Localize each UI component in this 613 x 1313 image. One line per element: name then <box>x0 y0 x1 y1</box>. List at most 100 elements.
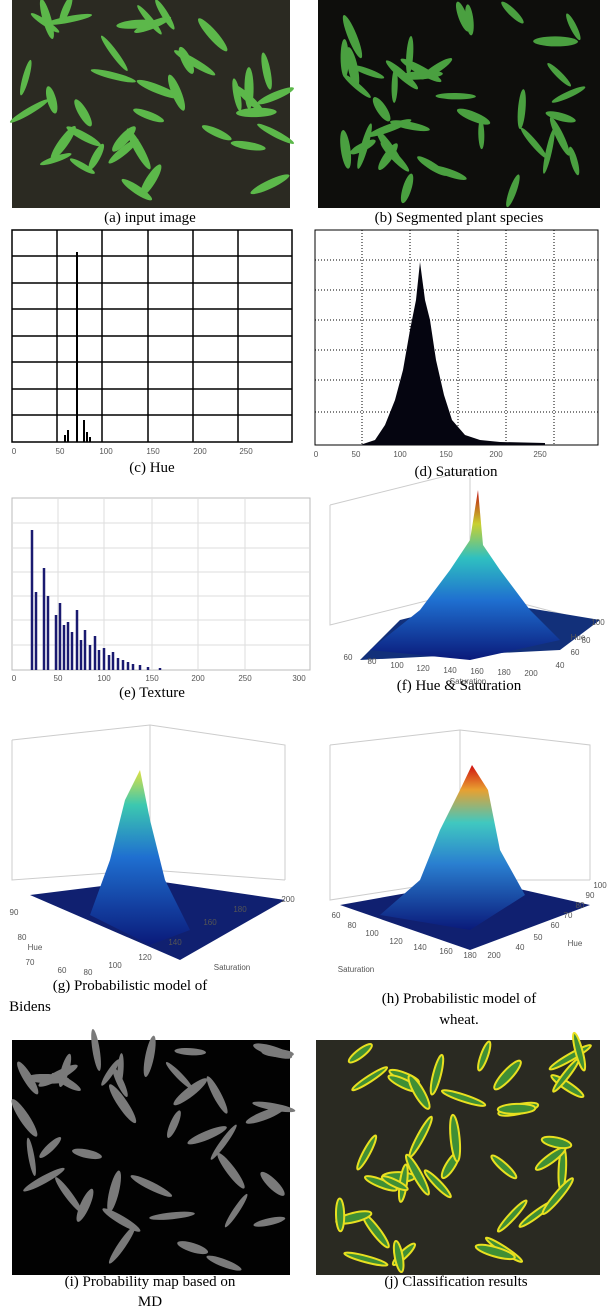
tick-label: 70 <box>26 958 35 967</box>
tick-label: 50 <box>352 450 361 459</box>
tick-label: 50 <box>56 447 65 456</box>
tick-label: 60 <box>571 648 580 657</box>
tick-label: 100 <box>390 661 404 670</box>
caption: (i) Probability map based on <box>65 1274 236 1290</box>
tick-label: 140 <box>168 938 182 947</box>
tick-label: 140 <box>443 666 457 675</box>
leaf <box>173 1078 208 1106</box>
tick-label: 40 <box>556 661 565 670</box>
leaf <box>143 1035 156 1077</box>
tick-label: 250 <box>239 447 253 456</box>
leaf <box>30 13 60 33</box>
surface-g <box>11 724 286 960</box>
leaf <box>423 1169 452 1199</box>
caption: Bidens <box>9 999 51 1015</box>
tick-label: 120 <box>138 953 152 962</box>
leaf <box>197 18 228 52</box>
caption: (b) Segmented plant species <box>375 210 544 226</box>
leaf <box>39 153 72 166</box>
leaf <box>100 35 128 71</box>
leaf <box>260 1171 285 1196</box>
leaf <box>342 15 363 59</box>
leaf <box>155 0 175 30</box>
leaf <box>50 125 76 160</box>
leaf <box>166 1110 181 1138</box>
caption: (d) Saturation <box>415 464 498 480</box>
leaf <box>400 173 414 204</box>
leaf <box>206 1255 242 1271</box>
leaf <box>474 1243 516 1261</box>
leaf <box>236 107 277 118</box>
leaf <box>38 1064 78 1087</box>
leaf <box>149 1211 195 1220</box>
leaf <box>177 1241 209 1255</box>
leaf <box>545 111 576 123</box>
axis-label: Saturation <box>214 963 250 972</box>
tick-label: 140 <box>413 943 427 952</box>
tick-label: 200 <box>191 674 205 683</box>
leaf <box>541 1177 574 1216</box>
leaf <box>493 1059 522 1091</box>
caption: (h) Probabilistic model of <box>382 991 537 1007</box>
leaf <box>566 13 581 41</box>
tick-label: 150 <box>145 674 159 683</box>
leaf <box>69 158 95 174</box>
leaf <box>380 1175 409 1192</box>
tick-label: 100 <box>365 929 379 938</box>
leaf <box>187 1126 227 1145</box>
leaf <box>245 1106 285 1124</box>
tick-label: 300 <box>292 674 306 683</box>
leaf <box>116 19 156 29</box>
leaf <box>206 1076 228 1114</box>
surface-h <box>329 729 591 950</box>
leaf <box>340 130 352 169</box>
hue-histogram <box>11 229 293 443</box>
leaf <box>108 138 139 164</box>
leaf <box>88 143 105 171</box>
leaf <box>230 140 266 151</box>
caption: (c) Hue <box>129 460 175 476</box>
leaf <box>250 174 290 195</box>
leaf <box>59 0 73 24</box>
leaf <box>261 52 272 90</box>
tick-label: 250 <box>238 674 252 683</box>
tick-label: 100 <box>591 618 605 627</box>
leaf <box>210 1124 237 1160</box>
leaf <box>551 86 586 103</box>
tick-label: 120 <box>389 937 403 946</box>
leaf <box>55 1177 83 1213</box>
leaf <box>496 1199 528 1233</box>
leaf <box>372 97 391 122</box>
tick-label: 150 <box>146 447 160 456</box>
leaves <box>9 0 592 1274</box>
leaf <box>232 78 242 112</box>
tick-label: 60 <box>58 966 67 975</box>
axis-label: Hue <box>571 633 586 642</box>
tick-label: 80 <box>84 968 93 977</box>
tick-label: 250 <box>533 450 547 459</box>
tick-label: 160 <box>203 918 217 927</box>
tick-label: 60 <box>344 653 353 662</box>
caption: wheat. <box>439 1012 479 1028</box>
leaf <box>356 1134 378 1171</box>
leaf <box>340 38 349 78</box>
caption: (f) Hue & Saturation <box>397 678 522 694</box>
leaf <box>404 1153 430 1196</box>
leaf <box>477 1040 492 1072</box>
leaf <box>429 1053 445 1096</box>
tick-label: 50 <box>54 674 63 683</box>
leaf <box>490 1154 518 1180</box>
leaf <box>11 1099 38 1137</box>
axis-label: Hue <box>568 939 583 948</box>
leaf <box>253 1216 286 1227</box>
leaf <box>572 1031 587 1072</box>
caption: (g) Probabilistic model of <box>53 978 208 994</box>
leaf <box>101 1059 120 1086</box>
leaf <box>449 1113 462 1163</box>
leaf <box>391 68 398 103</box>
leaf <box>465 4 474 36</box>
leaf <box>90 69 136 83</box>
leaf <box>45 86 58 114</box>
axis-label: Saturation <box>450 677 486 686</box>
